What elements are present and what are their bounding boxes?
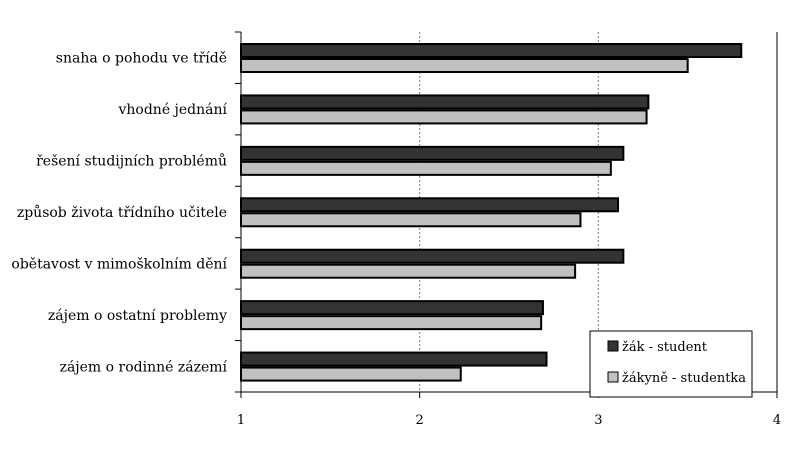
x-tick-label: 2	[416, 413, 424, 428]
legend-swatch-studentka	[607, 371, 619, 383]
bar-student-4	[240, 248, 625, 264]
legend-swatch-student	[607, 340, 619, 352]
category-label: řešení studijních problémů	[36, 153, 227, 170]
bar-studentka-0	[240, 58, 689, 73]
category-label: snaha o pohodu ve třídě	[56, 51, 227, 67]
bar-studentka-6	[240, 366, 462, 382]
legend-label-studentka: žákyně - studentka	[622, 371, 746, 386]
category-label: vhodné jednání	[117, 102, 227, 118]
category-label: zájem o rodinné zázemí	[60, 359, 228, 375]
bar-student-3	[240, 197, 619, 213]
bar-student-5	[240, 300, 544, 316]
legend: žák - student žákyně - studentka	[589, 330, 753, 398]
bar-student-6	[240, 351, 548, 367]
x-tick-label: 1	[237, 413, 245, 428]
bar-studentka-4	[240, 263, 577, 279]
x-tick-label: 4	[773, 413, 781, 428]
category-label: zájem o ostatní problemy	[48, 308, 227, 324]
bar-student-1	[240, 94, 650, 110]
category-labels: snaha o pohodu ve třídě vhodné jednání řeš…	[11, 51, 227, 376]
bar-student-0	[240, 43, 743, 58]
bar-studentka-2	[240, 160, 612, 176]
category-label: způsob života třídního učitele	[17, 204, 227, 221]
bar-studentka-3	[240, 212, 582, 228]
bar-studentka-1	[240, 109, 648, 125]
bars	[240, 43, 743, 382]
tick-labels: 1 2 3 4	[237, 413, 781, 428]
legend-label-student: žák - student	[622, 340, 708, 355]
bar-studentka-5	[240, 315, 543, 331]
bar-student-2	[240, 145, 625, 161]
x-tick-label: 3	[594, 413, 602, 428]
category-label: obětavost v mimoškolním dění	[11, 255, 227, 272]
